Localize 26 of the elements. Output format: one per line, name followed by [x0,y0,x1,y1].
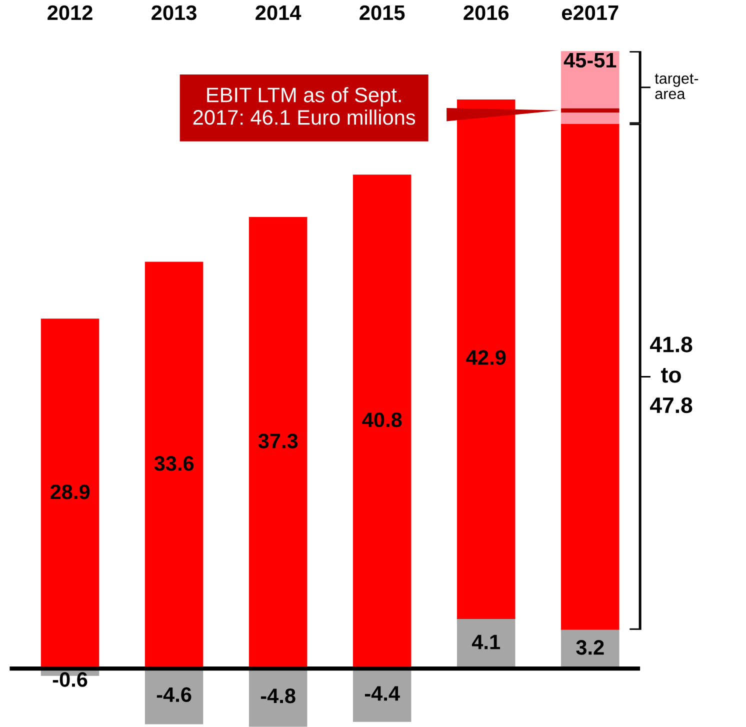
bar [352,668,412,722]
x-tick-label: 2016 [464,5,509,20]
data-label: -4.4 [364,686,400,701]
x-tick-label: 2012 [48,5,92,20]
text: target- area [654,74,698,100]
x-tick-label: e2017 [562,5,618,20]
annotation: EBIT LTM as of Sept. 2017: 46.1 Euro millions [193,87,416,125]
data-label: 28.9 [50,484,90,500]
data-label: 37.3 [258,434,298,448]
data-label: 42.9 [466,350,506,365]
data-label: -4.6 [156,687,192,702]
data-label: 45-51 [564,53,616,68]
text: 41.8 to 47.8 [650,336,692,414]
data-label: -0.6 [52,672,88,687]
x-tick-label: 2014 [256,5,302,20]
data-label: 4.1 [472,634,500,650]
x-tick-label: 2013 [152,5,196,20]
bar [561,51,620,124]
bar [144,668,204,724]
data-label: 40.8 [362,412,402,428]
bar [561,124,620,630]
data-label: 33.6 [154,456,194,471]
data-label: 3.2 [576,640,604,655]
data-label: -4.8 [260,688,296,704]
x-tick-label: 2015 [360,5,405,20]
bar [248,668,308,727]
